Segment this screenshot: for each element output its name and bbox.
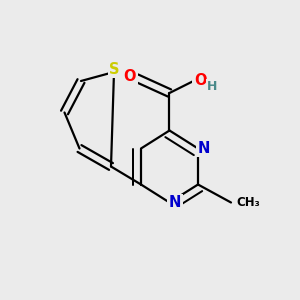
Text: N: N [169,195,181,210]
Text: N: N [197,141,210,156]
Text: O: O [124,69,136,84]
Text: H: H [207,80,218,93]
Text: O: O [194,73,206,88]
Text: CH₃: CH₃ [236,196,260,209]
Text: S: S [110,61,120,76]
